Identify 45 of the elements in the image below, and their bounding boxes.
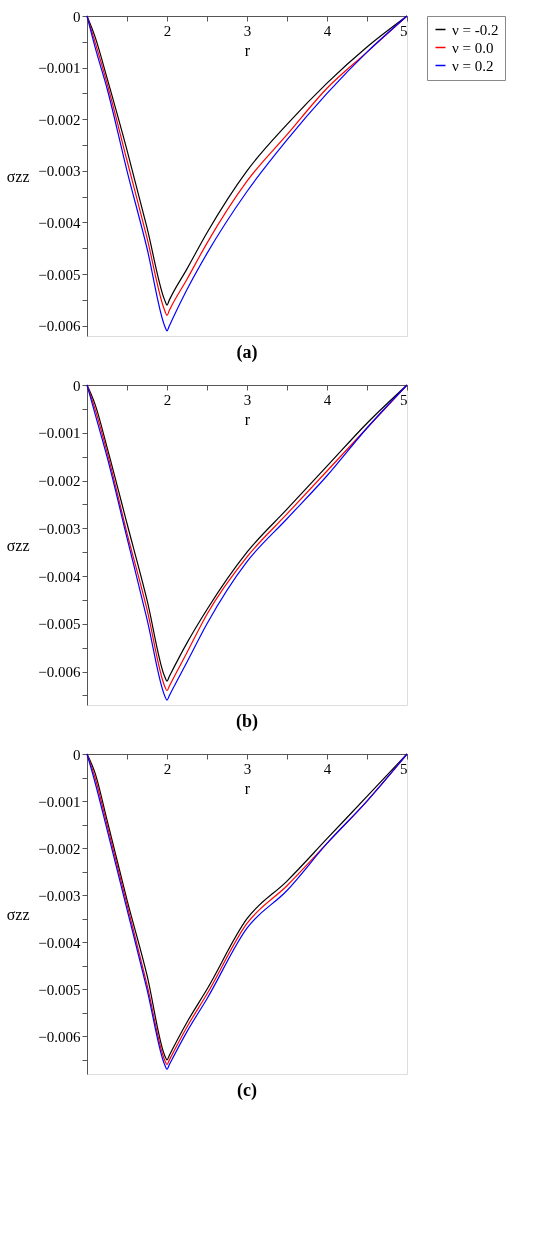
y-tick-label: −0.006 (38, 318, 81, 335)
y-tick-label: 0 (73, 377, 81, 394)
y-tick-label: −0.002 (38, 473, 81, 490)
y-tick-label: −0.006 (38, 664, 81, 681)
y-axis-title: σzz (6, 167, 30, 185)
x-tick-label: 3 (243, 391, 252, 408)
x-tick-label: 3 (243, 22, 252, 39)
x-tick-label: 4 (323, 391, 332, 408)
x-axis-title: r (244, 410, 251, 428)
legend-label: ν = 0.2 (452, 57, 494, 74)
y-tick-label: −0.001 (38, 793, 81, 810)
y-tick-label: 0 (73, 746, 81, 763)
y-tick-label: −0.004 (38, 568, 81, 585)
y-tick-label: −0.005 (38, 616, 81, 633)
x-tick-label: 5 (400, 22, 408, 39)
x-tick-label: 2 (163, 760, 172, 777)
y-tick-label: −0.003 (38, 887, 81, 904)
x-tick-label: 4 (323, 22, 332, 39)
x-axis-title: r (244, 41, 251, 59)
y-axis-title: σzz (6, 536, 30, 554)
y-tick-label: 0 (73, 8, 81, 25)
y-tick-label: −0.003 (38, 163, 81, 180)
y-tick-label: −0.004 (38, 934, 81, 951)
x-tick-label: 2 (163, 391, 172, 408)
legend-label: ν = 0.0 (452, 39, 494, 56)
x-axis-title: r (244, 779, 251, 797)
x-tick-label: 3 (243, 760, 252, 777)
y-tick-label: −0.006 (38, 1028, 81, 1045)
y-tick-label: −0.003 (38, 520, 81, 537)
y-tick-label: −0.001 (38, 425, 81, 442)
y-tick-label: −0.002 (38, 840, 81, 857)
text: (b) (236, 711, 258, 732)
text: (c) (237, 1080, 257, 1101)
y-axis-title: σzz (6, 905, 30, 923)
x-tick-label: 2 (163, 22, 172, 39)
x-tick-label: 5 (400, 391, 408, 408)
x-tick-label: 4 (323, 760, 332, 777)
y-tick-label: −0.004 (38, 214, 81, 231)
y-tick-label: −0.002 (38, 111, 81, 128)
x-tick-label: 5 (400, 760, 408, 777)
text: (a) (236, 342, 258, 363)
legend-label: ν = -0.2 (452, 21, 499, 38)
y-tick-label: −0.005 (38, 981, 81, 998)
y-tick-label: −0.005 (38, 266, 81, 283)
y-tick-label: −0.001 (38, 60, 81, 77)
